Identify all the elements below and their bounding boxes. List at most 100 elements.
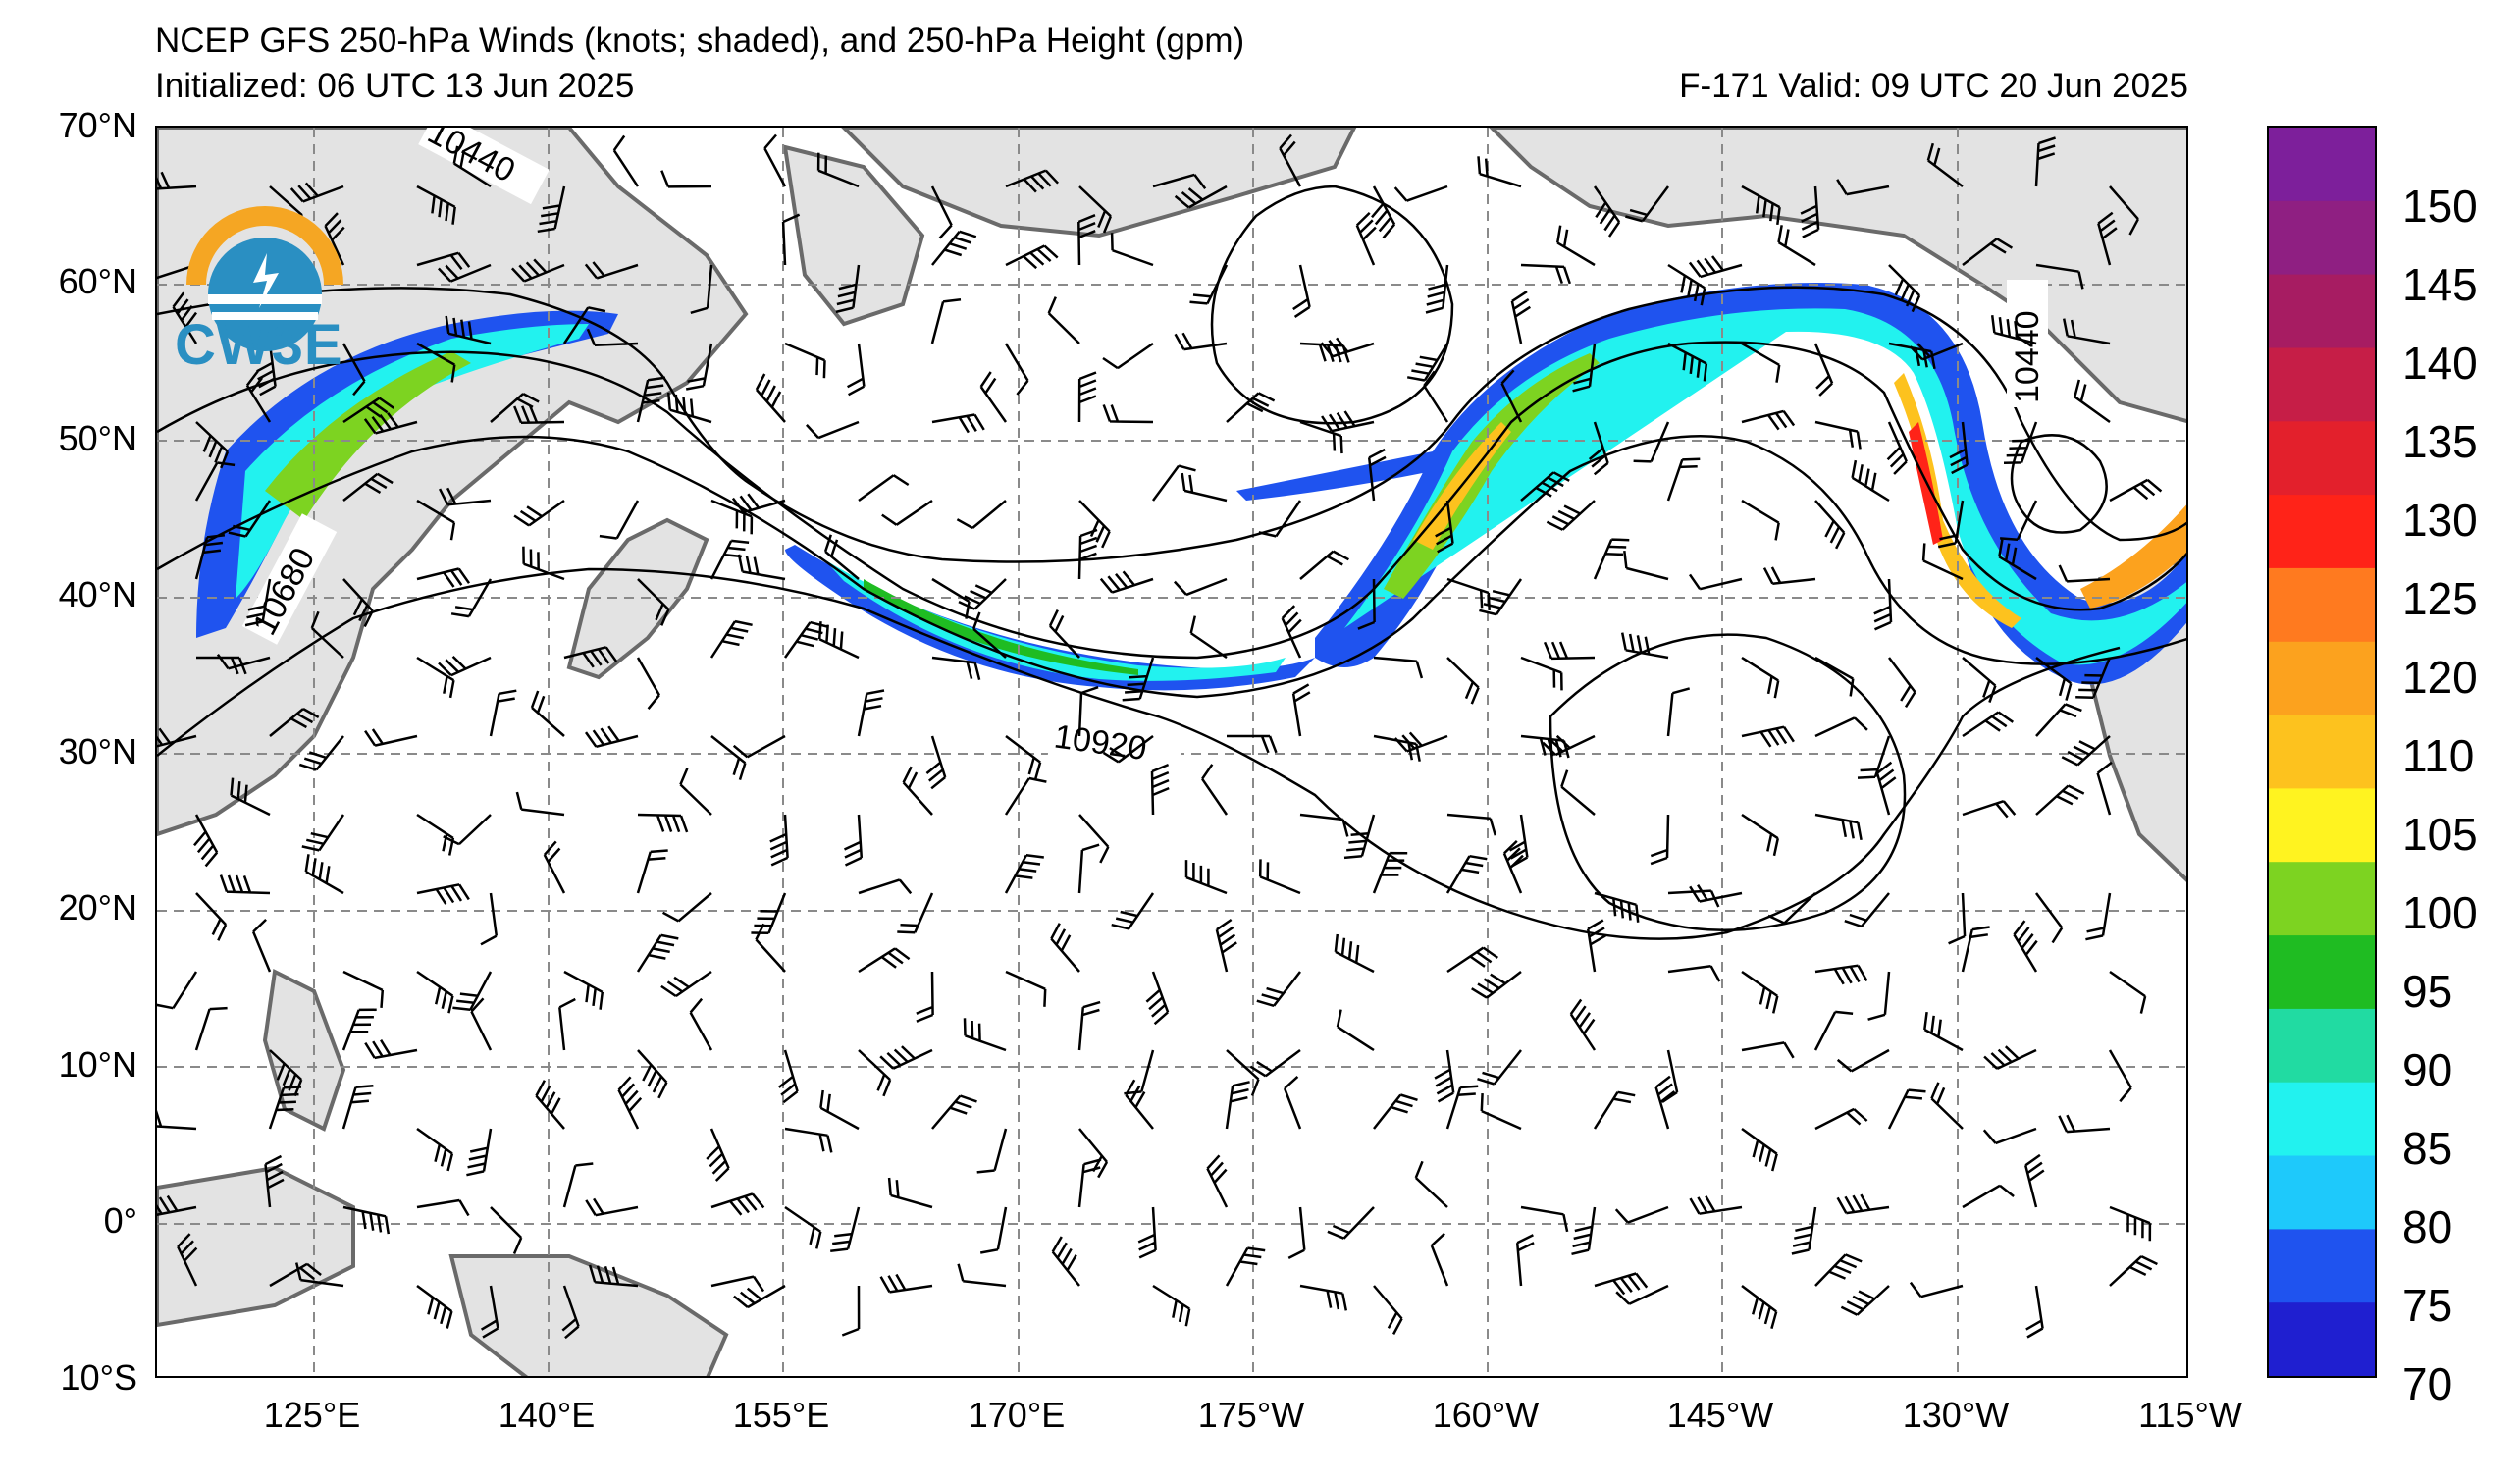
wind-barb (2074, 379, 2111, 424)
wind-barb (931, 577, 971, 619)
wind-barb (438, 487, 492, 506)
wind-barb (416, 251, 471, 271)
wind-barb (1281, 605, 1302, 659)
philippines-land (262, 968, 346, 1132)
wind-barb (737, 554, 786, 581)
wind-barb (416, 185, 456, 225)
wind-barb (830, 1206, 861, 1253)
lon-label: 125°E (263, 1395, 361, 1435)
wind-barb (976, 1128, 1008, 1174)
wind-barb (902, 766, 933, 816)
wind-barb (416, 970, 454, 1014)
wind-barb (784, 1127, 833, 1153)
wind-barb (971, 611, 1007, 659)
wind-barb (2097, 211, 2118, 266)
wind-barb (1152, 173, 1207, 189)
wind-barb (689, 997, 713, 1051)
wind-barb (561, 1285, 580, 1340)
wind-barb (1184, 860, 1228, 895)
wind-barb (1515, 1234, 1535, 1287)
wind-barb (637, 813, 689, 833)
wind-barb (1174, 332, 1228, 351)
wind-barb (1227, 734, 1278, 754)
wind-barb (1355, 212, 1377, 266)
wind-barb (310, 610, 344, 659)
wind-barb (298, 735, 344, 771)
wind-barb (931, 1094, 977, 1130)
wind-barb (1688, 573, 1743, 591)
wind-barb (1654, 1075, 1676, 1130)
wind-barb (835, 264, 861, 314)
wind-barb (1189, 264, 1229, 305)
wind-barb (1005, 735, 1042, 780)
wind-barb (1367, 448, 1387, 502)
wind-barb (341, 1008, 377, 1051)
wind-barb (1279, 133, 1302, 187)
wind-barb (490, 1206, 523, 1254)
wind-barb (1520, 656, 1563, 691)
wind-barb (1741, 1041, 1795, 1059)
wind-barb (342, 1205, 391, 1235)
wind-barb (586, 328, 639, 346)
wind-barb (1406, 343, 1449, 382)
colorbar-label: 150 (2402, 181, 2478, 232)
wind-barb (1393, 185, 1448, 202)
wind-barb (1102, 342, 1154, 370)
wind-barb (660, 170, 712, 188)
wind-barb (1446, 657, 1480, 705)
wind-barb (1051, 1236, 1080, 1287)
colorbar-label: 125 (2402, 573, 2478, 624)
wind-barb (1594, 1272, 1649, 1296)
wind-barb (1206, 1154, 1229, 1208)
wind-barb (416, 813, 455, 856)
wind-barb (783, 620, 828, 659)
wind-barb (1446, 813, 1497, 836)
wind-barb (2058, 564, 2111, 583)
map-canvas: 10440 10680 10920 10440 (157, 128, 2186, 1376)
wind-barb (1445, 854, 1488, 894)
wind-barb (931, 413, 985, 434)
wind-barb (1814, 420, 1862, 450)
wind-barb (2109, 1205, 2152, 1242)
colorbar-label: 130 (2402, 495, 2478, 546)
wind-barb (452, 971, 493, 1012)
wind-barb (364, 1039, 418, 1060)
wind-barb (763, 133, 787, 187)
wind-barb (1886, 421, 1908, 475)
wind-barb (2035, 703, 2082, 737)
siberia-land (841, 128, 1357, 238)
wind-barb (1520, 1205, 1569, 1233)
wind-barb (1909, 1281, 1964, 1298)
wind-barb (256, 343, 277, 397)
wind-barb (778, 1049, 799, 1104)
wind-barb (194, 534, 226, 580)
wind-barb (289, 182, 344, 203)
wind-barb (1078, 185, 1113, 234)
wind-barb (2109, 1254, 2158, 1287)
wind-barb (599, 500, 640, 540)
wind-barb (2085, 892, 2112, 941)
wind-barb (1689, 1195, 1743, 1215)
wind-barb (784, 342, 826, 379)
wind-barb (1586, 919, 1606, 973)
wind-barb (264, 1154, 285, 1208)
wind-barb (416, 883, 470, 905)
wind-barb (843, 814, 864, 867)
lon-label: 155°E (732, 1395, 830, 1435)
wind-barb (1873, 578, 1893, 631)
colorbar-swatch (2269, 567, 2375, 643)
wind-barb (612, 134, 640, 187)
wind-barb (1875, 761, 1897, 816)
wind-barb (1048, 609, 1080, 659)
wind-barb (1099, 570, 1154, 594)
wind-barb (957, 1263, 1007, 1288)
japan-land (566, 517, 709, 680)
wind-barb (1593, 185, 1621, 238)
wind-barb (930, 298, 962, 344)
colorbar-label: 70 (2402, 1358, 2453, 1409)
wind-barb (979, 371, 1008, 423)
wind-barb (1948, 892, 1967, 945)
lon-label: 130°W (1902, 1395, 2010, 1435)
wind-barb (1479, 578, 1523, 616)
wind-barb (1373, 656, 1424, 679)
